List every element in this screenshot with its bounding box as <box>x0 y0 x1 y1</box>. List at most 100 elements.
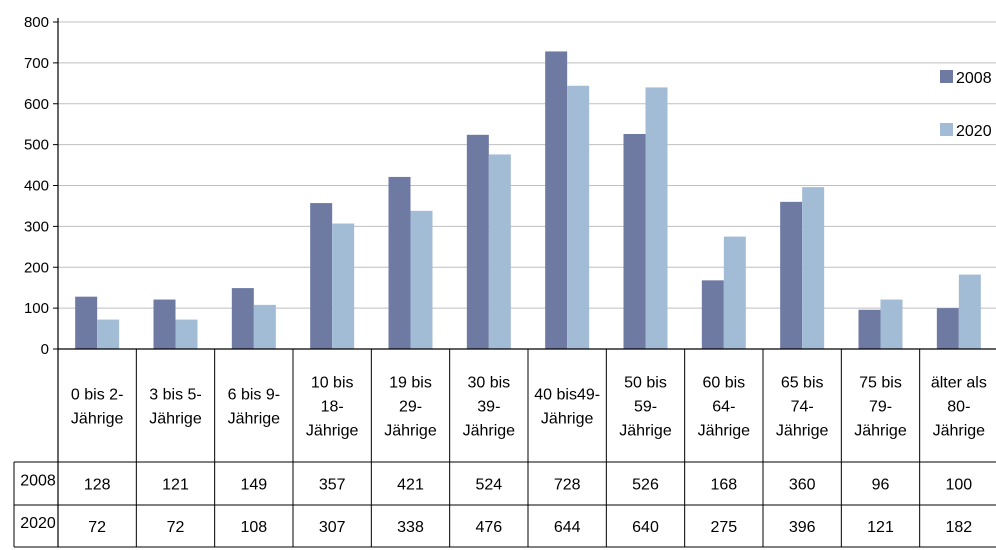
bar-2020 <box>488 154 511 349</box>
category-label-line: Jährige <box>228 411 281 428</box>
bar-2008 <box>466 134 489 349</box>
category-label: 3 bis 5- Jährige <box>149 387 202 428</box>
category-label-line: 60 bis <box>702 375 745 392</box>
y-tick-label: 200 <box>24 259 49 276</box>
category-label-line: 19 bis <box>389 375 432 392</box>
bar-2020 <box>880 299 903 349</box>
table-cell-value: 121 <box>867 519 894 536</box>
table-cell-value: 526 <box>632 477 659 494</box>
y-tick-label: 700 <box>24 55 49 72</box>
legend: 2008 2020 <box>940 70 992 140</box>
table-cell-value: 640 <box>632 519 659 536</box>
table-cell-value: 149 <box>240 477 267 494</box>
category-label-line: Jährige <box>384 423 437 440</box>
bar-2008 <box>231 288 254 349</box>
table-cell-value: 121 <box>162 477 189 494</box>
category-label-line: Jährige <box>71 411 124 428</box>
bars <box>75 51 981 350</box>
category-label: 50 bis 59- Jährige <box>619 375 672 440</box>
table-cell-value: 644 <box>554 519 581 536</box>
table-cell-value: 360 <box>789 477 816 494</box>
table-cell-value: 396 <box>789 519 816 536</box>
bar-2008 <box>780 201 803 349</box>
y-tick-label: 0 <box>41 341 49 358</box>
bar-2020 <box>645 87 668 350</box>
category-label-line: 40 bis49- <box>534 387 600 404</box>
bar-2008 <box>388 176 411 349</box>
table-cell-value: 72 <box>88 519 106 536</box>
bar-2020 <box>567 85 590 349</box>
category-label-line: 0 bis 2- <box>71 387 123 404</box>
data-table: 0 bis 2- Jährige 3 bis 5- Jährige 6 bis 9- Jä… <box>13 349 996 548</box>
category-label-line: 74- <box>791 399 814 416</box>
category-label-line: 64- <box>712 399 735 416</box>
legend-swatch-2008 <box>940 70 953 83</box>
table-cell-value: 128 <box>84 477 111 494</box>
category-label-line: Jährige <box>854 423 907 440</box>
category-label: 6 bis 9- Jährige <box>228 387 281 428</box>
table-cell-value: 476 <box>475 519 502 536</box>
category-label: 10 bis 18- Jährige <box>306 375 359 440</box>
category-label-line: Jährige <box>541 411 594 428</box>
table-cell-value: 357 <box>319 477 346 494</box>
table-cell-value: 96 <box>872 477 890 494</box>
bar-2020 <box>802 187 825 349</box>
table-cell-value: 307 <box>319 519 346 536</box>
bar-2008 <box>858 309 881 349</box>
category-label-line: 75 bis <box>859 375 902 392</box>
category-label-line: Jährige <box>776 423 829 440</box>
table-cell-value: 421 <box>397 477 424 494</box>
bar-2008 <box>623 133 646 349</box>
y-tick-label: 800 <box>24 14 49 31</box>
table-cell-value: 524 <box>475 477 502 494</box>
bar-2008 <box>310 203 333 349</box>
category-label-line: 79- <box>869 399 892 416</box>
category-label: 30 bis 39- Jährige <box>463 375 516 440</box>
y-tick-label: 300 <box>24 218 49 235</box>
category-label-line: 50 bis <box>624 375 667 392</box>
category-label: 75 bis 79- Jährige <box>854 375 907 440</box>
legend-swatch-2020 <box>940 123 953 136</box>
table-cell-value: 728 <box>554 477 581 494</box>
category-label: 0 bis 2- Jährige <box>71 387 124 428</box>
category-label-line: 29- <box>399 399 422 416</box>
legend-label: 2020 <box>956 123 992 140</box>
y-tick-label: 600 <box>24 96 49 113</box>
table-cell-value: 100 <box>945 477 972 494</box>
bar-2020 <box>332 223 355 349</box>
table-row-header: 2020 <box>20 515 56 532</box>
category-label-line: 6 bis 9- <box>228 387 280 404</box>
table-row-header: 2008 <box>20 473 56 490</box>
category-label: 60 bis 64- Jährige <box>698 375 751 440</box>
category-label-line: Jährige <box>463 423 516 440</box>
bar-2020 <box>97 319 120 349</box>
bar-2020 <box>958 274 981 349</box>
bar-2008 <box>153 299 176 349</box>
table-cell-value: 275 <box>710 519 737 536</box>
gridlines <box>58 21 996 309</box>
legend-label: 2008 <box>956 70 992 87</box>
table-cell-value: 72 <box>167 519 185 536</box>
y-tick-label: 500 <box>24 137 49 154</box>
category-label: 40 bis49- Jährige <box>534 387 600 428</box>
category-label-line: Jährige <box>306 423 359 440</box>
table-cell-value: 108 <box>240 519 267 536</box>
category-label-line: 18- <box>321 399 344 416</box>
category-label-line: Jährige <box>698 423 751 440</box>
bar-2020 <box>723 236 746 349</box>
category-label-line: 80- <box>947 399 970 416</box>
bar-2008 <box>936 308 959 349</box>
category-label-line: 3 bis 5- <box>149 387 201 404</box>
bar-2008 <box>75 296 98 349</box>
category-label: 65 bis 74- Jährige <box>776 375 829 440</box>
bar-2020 <box>175 319 198 349</box>
category-label: älter als 80- Jährige <box>931 375 987 440</box>
category-label-line: 65 bis <box>781 375 824 392</box>
y-tick-label: 400 <box>24 178 49 195</box>
bar-2008 <box>545 51 568 350</box>
table-cell-value: 338 <box>397 519 424 536</box>
category-label-line: 30 bis <box>467 375 510 392</box>
bar-2008 <box>701 280 724 349</box>
category-label-line: Jährige <box>619 423 672 440</box>
